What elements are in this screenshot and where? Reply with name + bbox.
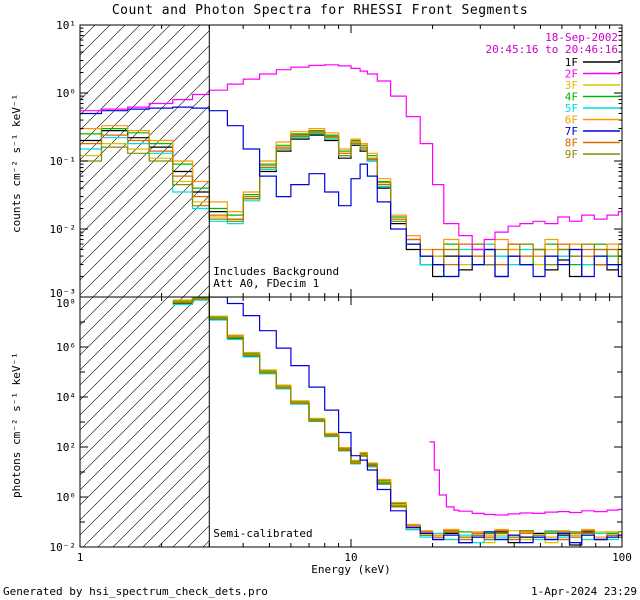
- x-axis-label: Energy (keV): [311, 563, 391, 576]
- y-axis-label-counts: counts cm⁻² s⁻¹ keV⁻¹: [10, 93, 23, 233]
- legend-entry-label: 5F: [565, 102, 578, 115]
- counts-ticks: [79, 24, 623, 298]
- photons-series-group: [172, 297, 622, 546]
- chart-title: Count and Photon Spectra for RHESSI Fron…: [111, 3, 529, 18]
- series-4F-photons: [172, 297, 622, 541]
- x-tick-label: 10: [344, 551, 357, 564]
- panel-annotation: Includes Background: [213, 265, 339, 278]
- x-tick-label: 1: [77, 551, 84, 564]
- photons-panel: 10⁸ 10⁶ 10⁴ 10² 10⁰ 10⁻²1 10 100 Semi-calibrated: [50, 296, 632, 564]
- y-tick-label: 10⁰: [56, 491, 76, 504]
- series-2F-counts: [80, 64, 622, 251]
- legend-date: 18-Sep-2002: [545, 31, 618, 44]
- photons-ticks: [79, 296, 623, 548]
- legend-entry-label: 4F: [565, 91, 578, 104]
- legend-entry-label: 7F: [565, 125, 578, 138]
- legend-entry-label: 2F: [565, 68, 578, 81]
- x-tick-label: 100: [612, 551, 632, 564]
- y-tick-label: 10⁸: [56, 297, 76, 310]
- y-tick-label: 10⁰: [56, 87, 76, 100]
- masked-low-energy-region: [80, 297, 210, 547]
- legend-entry-label: 9F: [565, 148, 578, 161]
- panel-annotation: Semi-calibrated: [213, 527, 312, 540]
- y-tick-label: 10⁻²: [50, 223, 77, 236]
- y-tick-label: 10⁻³: [50, 287, 77, 300]
- legend-entry-label: 1F: [565, 56, 578, 69]
- y-tick-label: 10¹: [56, 19, 76, 32]
- y-tick-label: 10²: [56, 441, 76, 454]
- y-tick-label: 10⁴: [56, 391, 76, 404]
- y-tick-label: 10⁻²: [50, 541, 77, 554]
- legend-entry-label: 8F: [565, 137, 578, 150]
- series-7F-photons: [209, 297, 622, 544]
- counts-series-group: [80, 64, 622, 278]
- series-2F-photons: [429, 441, 622, 516]
- y-tick-label: 10⁶: [56, 341, 76, 354]
- footer-generator-text: Generated by hsi_spectrum_check_dets.pro: [3, 585, 268, 598]
- series-7F-counts: [80, 106, 622, 278]
- panel-annotation: Att A0, FDecim 1: [213, 277, 319, 290]
- y-axis-label-photons: photons cm⁻² s⁻¹ keV⁻¹: [10, 352, 23, 498]
- y-tick-label: 10⁻¹: [50, 155, 77, 168]
- counts-panel: 10¹ 10⁰ 10⁻¹ 10⁻² 10⁻³ Includes BackgroundAtt…: [50, 19, 623, 300]
- series-9F-photons: [172, 298, 622, 541]
- legend-entry-label: 6F: [565, 114, 578, 127]
- legend-time-range: 20:45:16 to 20:46:16: [486, 43, 618, 56]
- series-6F-photons: [172, 297, 622, 538]
- legend-entry-label: 3F: [565, 79, 578, 92]
- footer-timestamp: 1-Apr-2024 23:29: [531, 585, 637, 598]
